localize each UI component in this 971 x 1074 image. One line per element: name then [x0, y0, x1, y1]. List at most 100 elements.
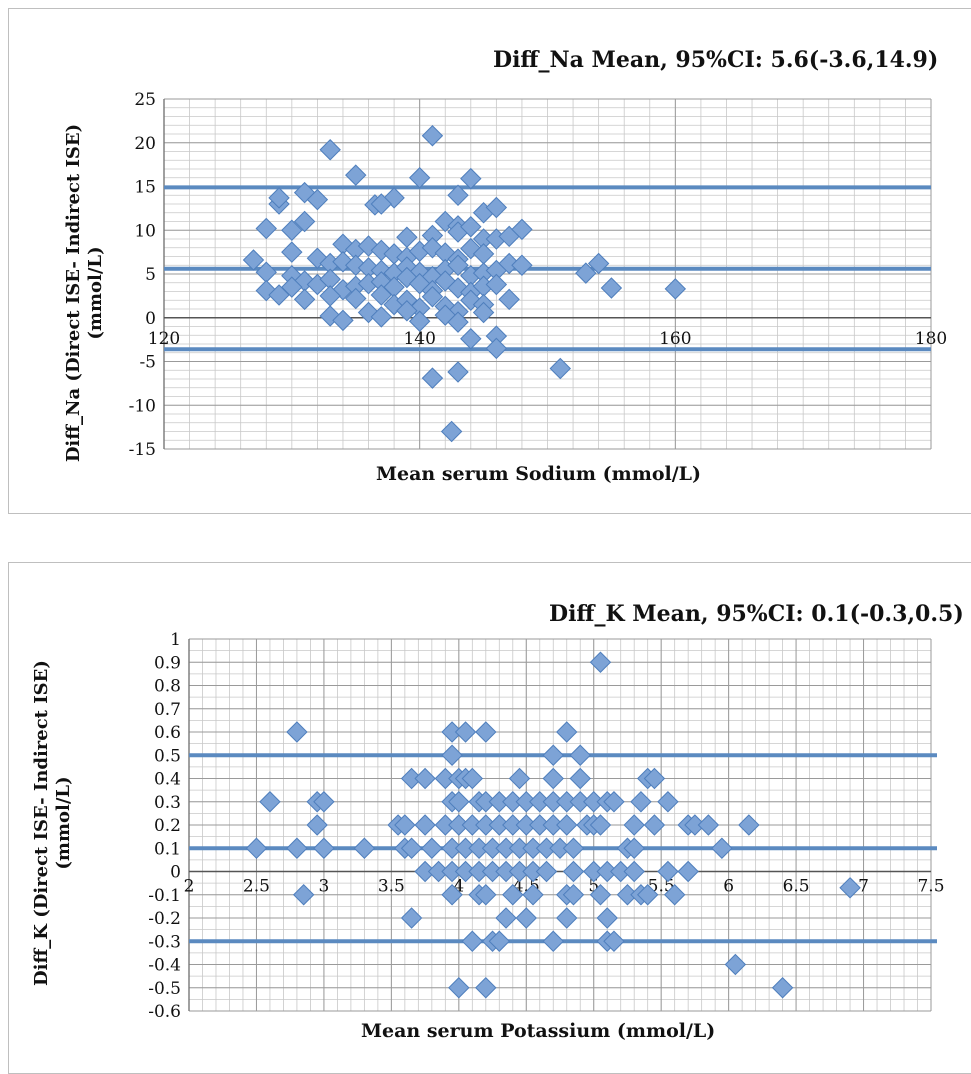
data-point [542, 767, 564, 790]
data-point [575, 262, 597, 284]
data-point [245, 837, 268, 859]
x-tick-label: 160 [659, 329, 691, 349]
data-point [515, 907, 537, 929]
data-point [313, 837, 335, 859]
data-point [485, 196, 508, 219]
data-point [522, 884, 544, 906]
y-tick-label: 10 [134, 221, 156, 241]
y-tick-label: 0.5 [154, 746, 181, 766]
data-point [461, 930, 484, 952]
data-point [293, 181, 316, 204]
data-point [498, 288, 520, 311]
data-point [587, 252, 610, 275]
data-point [454, 721, 477, 743]
y-tick-label: 15 [134, 178, 156, 198]
y-tick-label: 0.9 [154, 653, 181, 673]
data-point [502, 884, 524, 906]
data-point [508, 767, 531, 790]
x-tick-label: 4 [453, 877, 464, 897]
data-point [697, 814, 720, 836]
data-point [495, 907, 517, 929]
y-tick-label: -0.2 [148, 909, 181, 929]
data-point [313, 791, 335, 813]
data-point [839, 877, 861, 899]
data-point [589, 884, 612, 906]
y-tick-label: 20 [134, 134, 156, 154]
data-point [370, 284, 393, 306]
data-point [562, 837, 585, 859]
data-point [596, 907, 618, 929]
data-point [724, 953, 747, 976]
data-point [242, 249, 265, 271]
data-point [569, 744, 591, 766]
data-point [319, 139, 341, 161]
data-point [421, 837, 443, 859]
data-point [475, 884, 497, 906]
data-point [549, 357, 571, 380]
data-point [485, 273, 508, 296]
data-point [711, 837, 733, 859]
x-tick-label: 7 [858, 877, 869, 897]
data-point [623, 814, 645, 836]
data-point [400, 907, 423, 929]
data-point [460, 216, 482, 238]
data-point [292, 884, 315, 906]
x-tick-label: 180 [915, 329, 947, 349]
data-point [643, 814, 666, 836]
x-tick-label: 6 [723, 877, 734, 897]
data-point [345, 287, 367, 310]
y-tick-label: -15 [129, 440, 156, 460]
data-point [460, 167, 482, 190]
data-point [408, 167, 431, 189]
data-point [255, 279, 277, 302]
x-tick-label: 120 [148, 329, 180, 349]
y-tick-label: -0.3 [148, 932, 181, 952]
x-axis-label: Mean serum Sodium (mmol/L) [376, 463, 701, 485]
data-point [306, 814, 328, 836]
data-point [281, 219, 303, 241]
data-point [643, 767, 666, 790]
data-point [447, 254, 469, 276]
potassium-chart-panel: Diff_K Mean, 95%CI: 0.1(-0.3,0.5) Diff_K… [8, 562, 971, 1074]
data-point [447, 184, 469, 206]
sodium-plot: 25 20 15 10 5 0 -5 -10 -15 120 140 160 180 [129, 90, 948, 460]
data-point [663, 884, 686, 906]
data-point [511, 218, 533, 241]
grid [163, 98, 932, 450]
y-tick-label: 0.7 [154, 700, 181, 720]
y-tick-label: -10 [129, 396, 156, 416]
data-point [475, 721, 497, 743]
y-tick-label: -5 [139, 353, 156, 373]
data-point [556, 814, 578, 836]
data-point [440, 420, 463, 443]
y-tick-label: 0.4 [154, 770, 181, 790]
x-tick-label: 7.5 [917, 877, 944, 897]
data-point [636, 884, 659, 906]
data-point [562, 860, 585, 883]
data-point [488, 930, 510, 952]
x-tick-label: 3.5 [378, 877, 405, 897]
data-point [460, 328, 482, 350]
data-point [447, 361, 469, 383]
y-tick-label: 1 [170, 630, 181, 650]
data-point [623, 837, 645, 859]
data-point [332, 309, 354, 332]
data-point [657, 860, 679, 883]
data-point [542, 930, 564, 952]
chart-title: Diff_Na Mean, 95%CI: 5.6(-3.6,14.9) [493, 47, 939, 73]
y-tick-label: 0.3 [154, 793, 181, 813]
data-point [255, 217, 277, 240]
data-point [448, 791, 470, 813]
data-point [414, 814, 436, 836]
data-point [448, 977, 470, 999]
data-point [293, 288, 316, 311]
data-point [441, 884, 463, 906]
data-point [370, 306, 393, 328]
data-point [259, 791, 281, 813]
data-point [664, 278, 687, 300]
data-point [472, 301, 495, 324]
data-point [408, 272, 431, 295]
x-axis-label: Mean serum Potassium (mmol/L) [361, 1020, 716, 1042]
data-point [657, 791, 679, 813]
x-tick-label: 2.5 [243, 877, 270, 897]
